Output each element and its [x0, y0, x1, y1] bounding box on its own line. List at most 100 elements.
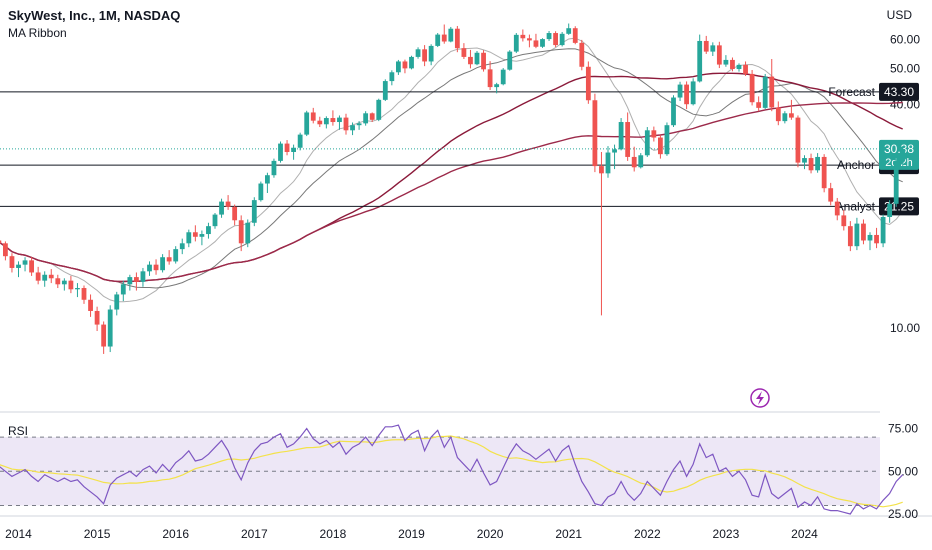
candle-body[interactable] [618, 122, 624, 150]
candle-body[interactable] [330, 118, 336, 123]
candle-body[interactable] [35, 272, 41, 281]
candle-body[interactable] [690, 81, 696, 105]
candle-body[interactable] [697, 40, 703, 82]
candle-body[interactable] [48, 274, 54, 279]
candle-body[interactable] [762, 76, 768, 108]
candle-body[interactable] [396, 61, 401, 73]
candle-body[interactable] [828, 188, 834, 202]
candle-body[interactable] [291, 147, 296, 153]
candle-body[interactable] [599, 166, 604, 174]
candle-body[interactable] [0, 240, 2, 244]
candle-body[interactable] [238, 220, 244, 244]
candle-body[interactable] [153, 264, 159, 271]
candle-body[interactable] [81, 288, 87, 300]
candle-body[interactable] [428, 45, 434, 62]
candle-body[interactable] [22, 260, 28, 265]
ma-longer-line[interactable] [0, 101, 903, 283]
candle-body[interactable] [481, 52, 486, 70]
candle-body[interactable] [271, 160, 277, 176]
candle-body[interactable] [140, 271, 146, 282]
candle-body[interactable] [749, 73, 755, 103]
candle-body[interactable] [16, 264, 21, 268]
candle-body[interactable] [192, 232, 198, 237]
candle-body[interactable] [671, 97, 676, 126]
candle-body[interactable] [592, 100, 598, 167]
candle-body[interactable] [297, 134, 303, 148]
candle-body[interactable] [775, 107, 781, 122]
candle-body[interactable] [317, 120, 323, 125]
candle-body[interactable] [9, 256, 15, 268]
rsi-label[interactable]: RSI [8, 424, 29, 438]
candle-body[interactable] [861, 223, 866, 241]
candle-body[interactable] [553, 33, 558, 46]
candle-body[interactable] [258, 183, 264, 201]
candle-body[interactable] [874, 234, 879, 244]
candle-body[interactable] [134, 277, 139, 282]
candle-body[interactable] [114, 294, 120, 310]
candle-body[interactable] [507, 51, 513, 70]
candle-body[interactable] [808, 158, 814, 171]
candle-body[interactable] [212, 214, 218, 227]
candle-body[interactable] [520, 34, 526, 39]
candle-body[interactable] [402, 61, 408, 69]
candle-body[interactable] [454, 28, 460, 49]
candle-body[interactable] [500, 69, 506, 85]
candle-body[interactable] [651, 130, 657, 138]
candle-body[interactable] [644, 130, 650, 156]
candle-body[interactable] [376, 99, 382, 120]
candle-body[interactable] [179, 243, 185, 250]
candle-body[interactable] [251, 200, 257, 223]
candle-body[interactable] [769, 76, 775, 108]
candle-body[interactable] [605, 152, 611, 174]
candle-body[interactable] [304, 112, 310, 135]
candle-body[interactable] [284, 143, 290, 153]
candle-body[interactable] [206, 226, 211, 235]
candle-body[interactable] [350, 125, 355, 131]
candle-body[interactable] [893, 160, 899, 204]
rsi-ma-line[interactable] [0, 435, 903, 508]
candle-body[interactable] [716, 45, 722, 65]
candle-body[interactable] [343, 117, 349, 131]
candle-body[interactable] [245, 222, 251, 244]
ma-short-line[interactable] [0, 37, 904, 303]
candle-body[interactable] [474, 52, 480, 65]
candle-body[interactable] [61, 280, 67, 285]
candle-body[interactable] [160, 257, 165, 271]
candle-body[interactable] [409, 56, 414, 69]
candle-body[interactable] [572, 28, 578, 43]
candle-body[interactable] [854, 223, 860, 247]
candle-body[interactable] [821, 156, 827, 189]
candle-body[interactable] [173, 249, 179, 262]
candle-body[interactable] [435, 34, 441, 46]
candle-body[interactable] [841, 215, 847, 227]
candle-body[interactable] [585, 66, 591, 101]
candle-body[interactable] [625, 122, 631, 157]
candle-body[interactable] [664, 125, 670, 155]
lightning-icon[interactable] [750, 388, 770, 408]
candle-body[interactable] [3, 243, 8, 257]
candle-body[interactable] [310, 112, 316, 121]
candle-body[interactable] [232, 206, 238, 221]
candle-body[interactable] [468, 56, 473, 65]
candle-body[interactable] [756, 102, 762, 108]
candle-body[interactable] [743, 64, 748, 74]
candle-body[interactable] [631, 156, 637, 168]
candle-body[interactable] [415, 49, 421, 57]
candle-body[interactable] [42, 274, 48, 281]
candle-body[interactable] [107, 309, 113, 347]
candle-body[interactable] [658, 137, 663, 155]
indicator-label[interactable]: MA Ribbon [8, 26, 67, 40]
candle-body[interactable] [422, 49, 427, 62]
candle-body[interactable] [880, 217, 886, 244]
candle-body[interactable] [199, 234, 205, 237]
candle-body[interactable] [513, 34, 519, 52]
candle-body[interactable] [494, 84, 500, 88]
candle-body[interactable] [323, 118, 329, 125]
candle-body[interactable] [887, 203, 893, 218]
candle-body[interactable] [834, 201, 840, 216]
candle-body[interactable] [579, 42, 585, 67]
candle-body[interactable] [389, 72, 395, 82]
candle-body[interactable] [55, 278, 61, 285]
candle-body[interactable] [677, 84, 683, 98]
